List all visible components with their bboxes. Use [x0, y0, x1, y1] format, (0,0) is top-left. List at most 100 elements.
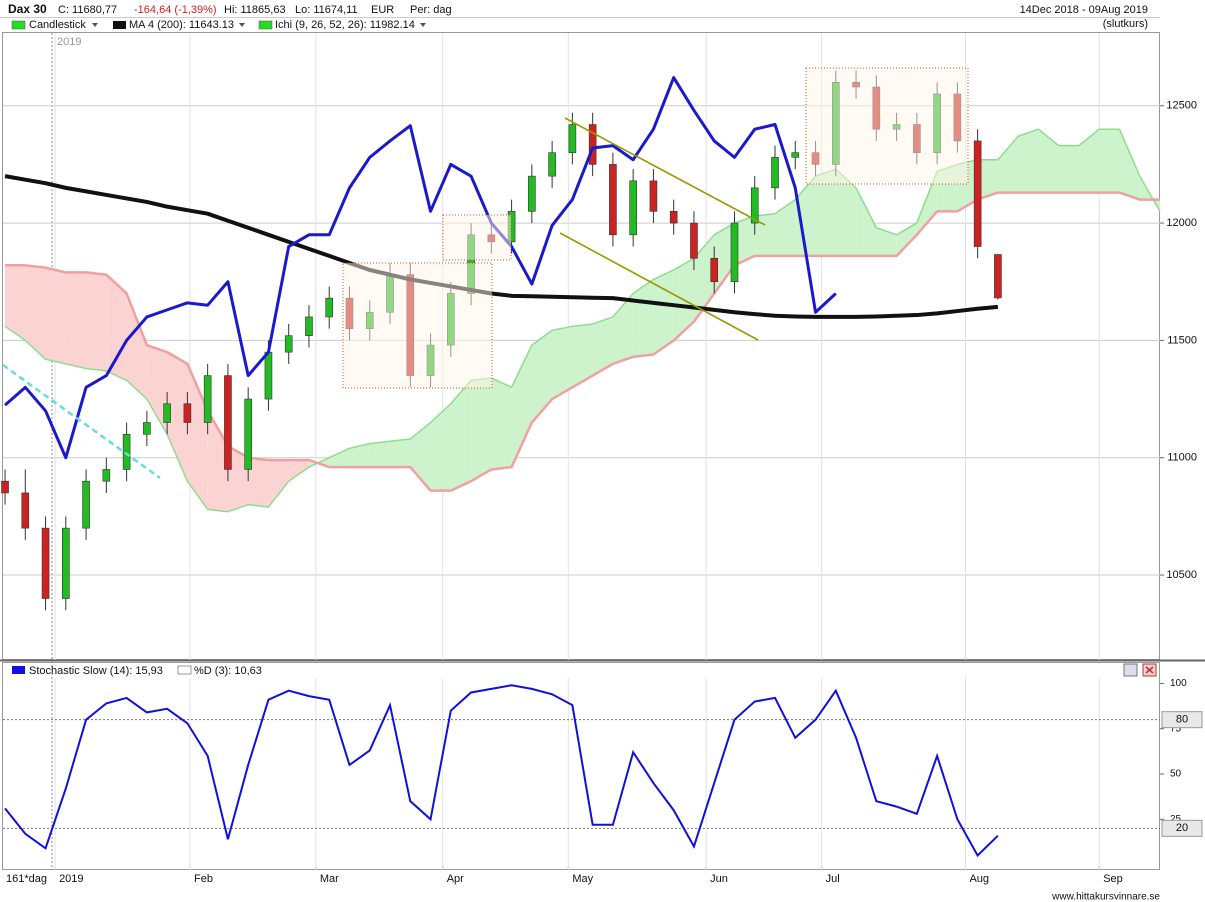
candle-body [102, 469, 111, 482]
candle-body [568, 124, 577, 153]
year-marker: 2019 [57, 36, 81, 48]
cloud [288, 460, 309, 482]
cloud [329, 448, 350, 468]
cloud [248, 457, 269, 508]
candle-body [82, 480, 90, 529]
currency: EUR [371, 4, 394, 16]
cloud [754, 213, 776, 256]
y-tick-label: 11000 [1167, 452, 1197, 464]
x-tick-label: Jun [710, 873, 728, 885]
trend-line [2, 363, 161, 480]
legend-label[interactable]: Candlestick [29, 19, 86, 31]
candle-body [325, 297, 334, 318]
stoch-panel [2, 662, 1160, 870]
moving-average [4, 174, 999, 319]
cloud [207, 410, 228, 512]
period-label: Per: dag [410, 4, 452, 16]
legend-swatch [113, 21, 126, 29]
high-price: Hi: 11865,63 [224, 4, 286, 16]
range-box [442, 214, 512, 261]
cloud [592, 316, 613, 376]
cloud [268, 460, 289, 508]
cloud [106, 274, 127, 381]
cloud [612, 293, 634, 364]
cloud [997, 136, 1019, 193]
cloud [977, 159, 998, 200]
candle-body [588, 124, 597, 165]
cloud [167, 352, 188, 482]
cloud [511, 345, 532, 468]
candle-body [305, 316, 313, 337]
x-tick-label: May [572, 873, 593, 885]
legend-label[interactable]: Ichi (9, 26, 52, 26): 11982.14 [275, 19, 415, 31]
cloud [572, 323, 593, 388]
cloud [45, 267, 66, 364]
cloud [369, 441, 391, 468]
x-tick-label: Mar [320, 873, 339, 885]
cloud [491, 377, 512, 470]
candle-body [690, 222, 698, 259]
cloud [734, 216, 755, 266]
watermark: www.hittakursvinnare.se [1051, 892, 1160, 902]
candle-body [649, 180, 658, 212]
x-tick-label: Feb [194, 873, 213, 885]
main-layer [1, 33, 1161, 660]
candle-body [750, 187, 759, 224]
legend-swatch [177, 665, 192, 675]
cloud [86, 272, 107, 371]
cloud [471, 377, 492, 482]
candle-body [994, 254, 1002, 299]
candle-body [609, 164, 617, 236]
candle-body [183, 403, 192, 423]
legend-dropdown[interactable] [239, 23, 245, 27]
y-tick-label: 12500 [1166, 100, 1197, 112]
y-tick-label: 100 [1170, 678, 1187, 689]
cloud [390, 438, 411, 468]
candle-body [669, 211, 678, 224]
level-label: 80 [1176, 714, 1188, 726]
close-icon[interactable] [1145, 666, 1154, 674]
period: 161*dag [6, 873, 47, 885]
cloud [25, 265, 46, 360]
y-tick-label: 25 [1170, 814, 1182, 825]
cloud [5, 265, 26, 341]
legend-swatch [258, 20, 273, 30]
y-tick-label: 10500 [1166, 569, 1197, 581]
candle-body [163, 403, 171, 423]
change: -164,64 (-1,39%) [134, 4, 217, 16]
cloud [146, 345, 168, 435]
cloud [633, 279, 654, 357]
candle-body [122, 433, 131, 470]
cloud [65, 272, 87, 369]
y-tick-label: 12000 [1166, 217, 1197, 229]
span-b [5, 191, 1160, 492]
candle-body [710, 257, 719, 283]
cloud [896, 223, 917, 256]
cloud [1099, 129, 1120, 193]
range-box [342, 262, 493, 389]
date-range: 14Dec 2018 - 09Aug 2019 [1020, 4, 1148, 16]
y-tick-label: 11500 [1167, 334, 1197, 346]
price-type: (slutkurs) [1103, 18, 1148, 30]
legend-label[interactable]: Stochastic Slow (14): 15,93 [29, 665, 163, 677]
lagging-span [4, 76, 837, 460]
legend-dropdown[interactable] [420, 23, 426, 27]
candle-body [284, 335, 293, 353]
cloud [714, 223, 735, 294]
cloud [775, 199, 796, 256]
cloud [1018, 129, 1039, 193]
candle-body [224, 375, 232, 470]
cloud [410, 422, 431, 491]
settings-button[interactable] [1123, 663, 1138, 677]
legend-dropdown[interactable] [92, 23, 98, 27]
cloud [126, 293, 147, 400]
x-tick-label: Sep [1103, 873, 1123, 885]
legend-swatch [12, 666, 25, 674]
cloud [531, 330, 553, 423]
stochastic-line [4, 684, 999, 858]
legend-label[interactable]: MA 4 (200): 11643.13 [129, 19, 234, 31]
legend-label[interactable]: %D (3): 10,63 [194, 665, 262, 677]
candle-body [203, 375, 212, 423]
cloud [552, 326, 573, 400]
